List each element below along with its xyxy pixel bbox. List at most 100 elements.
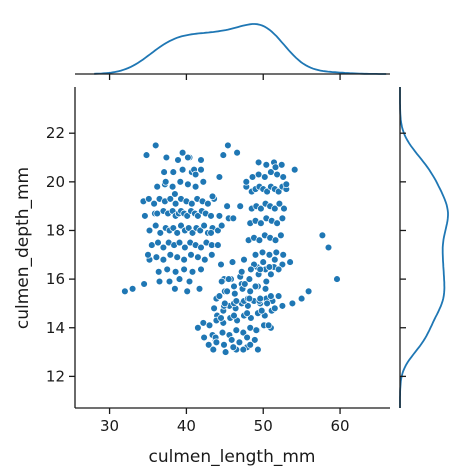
scatter-point xyxy=(252,326,261,334)
scatter-point xyxy=(121,287,129,296)
scatter-point xyxy=(209,345,218,354)
scatter-point xyxy=(242,178,251,186)
scatter-point xyxy=(272,248,281,257)
scatter-point xyxy=(254,345,262,354)
scatter-point xyxy=(184,153,192,162)
scatter-point xyxy=(180,255,188,264)
scatter-point xyxy=(264,321,273,330)
scatter-point xyxy=(171,268,180,276)
scatter-point xyxy=(277,161,286,169)
scatter-point xyxy=(175,238,184,247)
main-scatter-axes: 30 40 50 60 12 14 16 18 20 22 culmen_length_mm c… xyxy=(13,74,406,467)
scatter-point xyxy=(166,195,175,203)
x-tick-label: 30 xyxy=(100,417,119,435)
x-tick-label: 40 xyxy=(177,417,196,435)
scatter-point xyxy=(208,251,216,259)
scatter-point xyxy=(148,241,156,249)
scatter-point xyxy=(177,221,185,230)
scatter-point xyxy=(271,255,279,264)
y-tick-label: 12 xyxy=(46,367,65,385)
scatter-point xyxy=(271,236,280,244)
scatter-point xyxy=(188,268,197,276)
scatter-point xyxy=(205,321,214,330)
scatter-point xyxy=(257,306,266,315)
scatter-point xyxy=(183,212,191,220)
scatter-point xyxy=(237,268,246,276)
scatter-point xyxy=(151,221,160,230)
scatter-point xyxy=(258,248,267,257)
scatter-point xyxy=(256,265,264,274)
scatter-point xyxy=(243,309,251,317)
x-tick-label: 50 xyxy=(254,417,273,435)
scatter-point xyxy=(223,287,231,296)
scatter-point xyxy=(221,299,229,308)
scatter-point xyxy=(278,302,287,310)
scatter-point xyxy=(290,165,299,174)
scatter-point xyxy=(150,199,158,208)
scatter-point xyxy=(278,260,287,269)
scatter-point xyxy=(251,282,260,291)
y-axis-label: culmen_depth_mm xyxy=(13,167,33,329)
scatter-point xyxy=(194,253,202,261)
right-kde-curve xyxy=(399,87,449,408)
scatter-point xyxy=(280,204,288,213)
x-ticks: 30 40 50 60 xyxy=(100,74,350,435)
scatter-point xyxy=(188,199,196,208)
scatter-point xyxy=(212,338,221,347)
scatter-point xyxy=(161,178,170,186)
scatter-point xyxy=(169,168,178,176)
scatter-point xyxy=(173,229,181,237)
scatter-point xyxy=(224,141,232,150)
scatter-point xyxy=(188,229,197,237)
y-tick-label: 20 xyxy=(46,173,65,191)
right-marginal-kde xyxy=(399,87,449,408)
scatter-point xyxy=(142,151,151,159)
scatter-point xyxy=(197,265,205,274)
y-tick-label: 18 xyxy=(46,221,65,239)
scatter-point xyxy=(184,224,193,232)
scatter-point xyxy=(246,287,254,296)
scatter-point xyxy=(156,229,165,237)
scatter-point xyxy=(261,173,269,181)
scatter-point xyxy=(241,280,249,288)
scatter-point xyxy=(221,348,230,356)
scatter-point xyxy=(152,253,161,261)
scatter-point xyxy=(228,258,237,266)
scatter-point xyxy=(176,178,185,186)
scatter-point xyxy=(184,180,192,189)
scatter-point xyxy=(187,251,195,259)
scatter-point xyxy=(145,226,154,235)
scatter-point xyxy=(154,268,163,276)
scatter-point xyxy=(318,231,327,240)
scatter-point xyxy=(191,182,200,191)
scatter-point xyxy=(145,195,153,203)
x-tick-label: 60 xyxy=(331,417,350,435)
scatter-point xyxy=(214,226,222,235)
scatter-point xyxy=(277,231,285,240)
scatter-point xyxy=(286,258,294,266)
scatter-point xyxy=(278,214,287,223)
scatter-point xyxy=(199,319,208,327)
scatter-point xyxy=(210,304,218,313)
scatter-point xyxy=(279,251,287,259)
scatter-point xyxy=(163,265,171,274)
top-kde-curve xyxy=(94,23,387,75)
scatter-point xyxy=(197,156,205,164)
scatter-point xyxy=(263,187,271,196)
scatter-point xyxy=(271,163,280,171)
scatter-point xyxy=(227,336,236,344)
scatter-point xyxy=(229,214,238,223)
scatter-point xyxy=(185,277,194,286)
scatter-point xyxy=(231,289,239,298)
scatter-point xyxy=(267,292,275,300)
scatter-point xyxy=(235,338,244,347)
scatter-point xyxy=(175,275,184,283)
scatter-point xyxy=(333,275,341,283)
scatter-point xyxy=(288,299,297,308)
scatter-point xyxy=(274,187,283,196)
scatter-point xyxy=(232,326,241,334)
scatter-point xyxy=(254,158,263,167)
scatter-point xyxy=(265,251,274,259)
scatter-point xyxy=(200,333,208,342)
scatter-point xyxy=(239,328,248,337)
